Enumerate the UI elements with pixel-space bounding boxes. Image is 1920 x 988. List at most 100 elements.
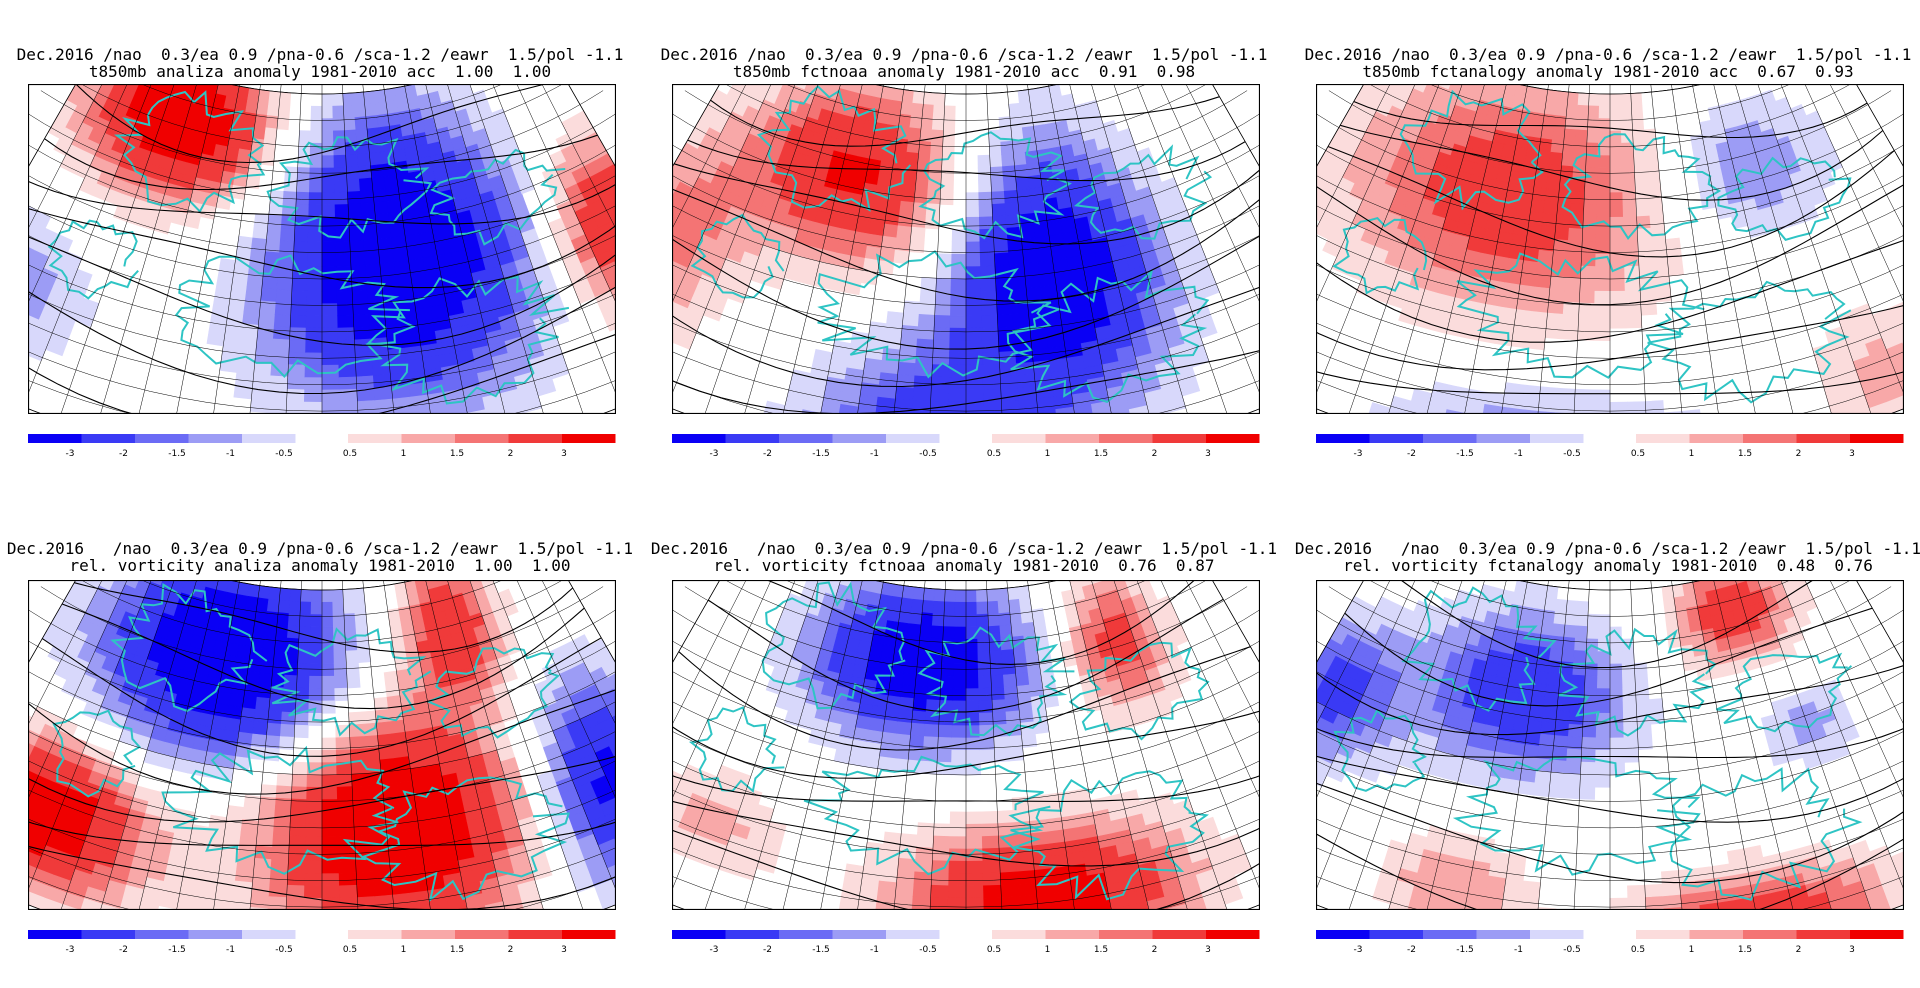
isoline [28, 333, 616, 414]
anomaly-cell [988, 141, 1002, 156]
color-legend: -3 -2 -1.5 -1 -0.5 0.5 1 1.5 2 3 [28, 434, 616, 459]
anomaly-cell [949, 340, 967, 354]
anomaly-cell [304, 860, 323, 875]
anomaly-cell [896, 721, 913, 736]
anomaly-cell [308, 688, 323, 702]
anomaly-cell [937, 724, 953, 739]
anomaly-cell [343, 600, 356, 615]
anomaly-cell [100, 903, 121, 910]
color-legend: -3 -2 -1.5 -1 -0.5 0.5 1 1.5 2 3 [672, 930, 1260, 955]
anomaly-cell [914, 177, 930, 192]
coastline [360, 776, 570, 903]
anomaly-cell [965, 885, 985, 899]
anomaly-cell [194, 899, 215, 910]
anomaly-cell [887, 111, 901, 127]
anomaly-cell [352, 587, 366, 602]
domain-outline [672, 84, 1260, 414]
anomaly-cell [941, 154, 955, 169]
anomaly-cell [980, 277, 997, 292]
coastline [161, 745, 399, 875]
anomaly-cell [1560, 326, 1579, 341]
anomaly-cell [224, 817, 243, 833]
map-field [28, 580, 616, 910]
anomaly-cell [236, 360, 256, 375]
anomaly-cell [965, 675, 980, 690]
anomaly-cell [1037, 905, 1057, 910]
anomaly-cell [906, 635, 921, 650]
anomaly-cell [321, 290, 338, 305]
coastline [690, 213, 785, 299]
anomaly-cell [1000, 387, 1020, 402]
panel-title-line1: Dec.2016 /nao 0.3/ea 0.9 /pna-0.6 /sca-1… [1294, 539, 1920, 558]
anomaly-cell [916, 326, 935, 341]
anomaly-cell [1001, 896, 1021, 910]
anomaly-cell [977, 154, 991, 169]
grid-parallel [1328, 90, 1892, 174]
anomaly-cell [1562, 140, 1576, 155]
anomaly-cell [910, 598, 924, 613]
anomaly-cell [930, 872, 950, 887]
anomaly-map [672, 84, 1260, 414]
anomaly-cell [226, 705, 243, 721]
anomaly-cell [1036, 247, 1053, 263]
anomaly-cell [300, 589, 312, 603]
anomaly-cell [1645, 153, 1659, 168]
anomaly-cell [907, 623, 922, 638]
coastline [266, 136, 433, 239]
panel-title-line2: t850mb fctnoaa anomaly 1981-2010 acc 0.9… [732, 62, 1196, 81]
anomaly-cell [1543, 101, 1558, 116]
anomaly-cell [949, 811, 967, 825]
anomaly-cell [989, 154, 1003, 168]
anomaly-cell [979, 749, 996, 763]
legend-label: 3 [1849, 449, 1855, 459]
anomaly-cell [279, 723, 296, 738]
anomaly-cell [1018, 398, 1039, 414]
legend-swatch-neg [832, 930, 886, 939]
panel-t850-analiza: Dec.2016 /nao 0.3/ea 0.9 /pna-0.6 /sca-1… [0, 0, 640, 494]
anomaly-cell [305, 811, 323, 825]
anomaly-cell [982, 376, 1002, 391]
anomaly-cell [333, 638, 347, 652]
anomaly-cell [889, 99, 903, 115]
anomaly-cell [1520, 172, 1536, 188]
anomaly-cell [402, 829, 422, 845]
anomaly-cell [965, 253, 981, 268]
panel-title-line1: Dec.2016 /nao 0.3/ea 0.9 /pna-0.6 /sca-1… [6, 539, 634, 558]
anomaly-cell [262, 139, 277, 154]
grid-parallel [672, 264, 1260, 333]
anomaly-cell [257, 312, 276, 327]
grid-parallel [1368, 84, 1852, 148]
legend-label: 1 [401, 449, 407, 459]
grid-parallel [672, 174, 1260, 253]
grid-parallel [724, 580, 1208, 644]
anomaly-cell [1622, 191, 1637, 206]
legend-label: 0.5 [343, 945, 357, 955]
anomaly-cell [277, 599, 291, 614]
anomaly-cell [1018, 709, 1035, 724]
anomaly-cell [982, 872, 1002, 887]
anomaly-cell [358, 177, 374, 192]
anomaly-cell [321, 651, 335, 665]
coastline [688, 706, 785, 793]
anomaly-cell [365, 263, 382, 278]
anomaly-cell [392, 892, 413, 908]
anomaly-cell [910, 226, 926, 241]
grid-parallel [28, 205, 616, 280]
legend-swatch-pos [508, 434, 562, 443]
anomaly-cell [898, 609, 912, 625]
anomaly-cell [965, 589, 978, 603]
anomaly-cell [240, 707, 256, 723]
grid-parallel [1316, 351, 1904, 412]
anomaly-cell [916, 822, 935, 837]
anomaly-cell [261, 151, 275, 167]
grid-parallel [672, 670, 1260, 749]
anomaly-cell [978, 204, 993, 218]
anomaly-cell [361, 710, 377, 725]
anomaly-cell [355, 871, 375, 886]
anomaly-cell [260, 288, 278, 303]
anomaly-cell [921, 599, 935, 614]
anomaly-cell [1026, 658, 1041, 674]
panel-title-line1: Dec.2016 /nao 0.3/ea 0.9 /pna-0.6 /sca-1… [650, 539, 1278, 558]
isoline [28, 236, 616, 346]
anomaly-cell [429, 403, 450, 414]
